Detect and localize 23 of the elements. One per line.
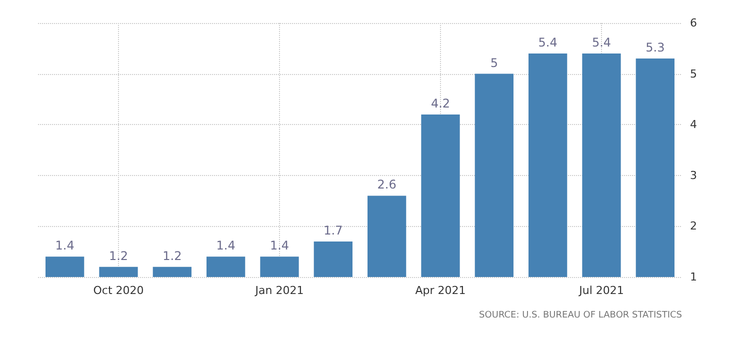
y-tick-label: 2 — [690, 220, 697, 233]
data-label: 5.3 — [646, 40, 665, 55]
x-tick-label: Jul 2021 — [578, 284, 624, 297]
data-label: 5 — [490, 56, 498, 70]
data-label: 1.4 — [270, 238, 290, 253]
data-label: 1.4 — [216, 238, 236, 253]
x-tick-label: Jan 2021 — [254, 284, 304, 297]
data-label: 5.4 — [592, 35, 612, 50]
source-note: SOURCE: U.S. BUREAU OF LABOR STATISTICS — [479, 310, 682, 320]
data-label: 1.2 — [162, 248, 182, 263]
y-tick-label: 1 — [690, 270, 697, 284]
data-label: 2.6 — [377, 178, 396, 192]
y-tick-label: 6 — [690, 16, 697, 30]
data-label: 1.2 — [108, 248, 128, 263]
data-label: 1.7 — [324, 223, 343, 238]
data-label: 4.2 — [430, 96, 450, 110]
x-tick-label: Apr 2021 — [415, 284, 466, 297]
y-tick-label: 3 — [690, 168, 697, 182]
y-tick-label: 5 — [690, 67, 697, 80]
data-label: 5.4 — [538, 35, 558, 50]
y-tick-label: 4 — [690, 118, 697, 132]
x-tick-label: Oct 2020 — [93, 284, 144, 297]
data-label: 1.4 — [55, 238, 74, 253]
